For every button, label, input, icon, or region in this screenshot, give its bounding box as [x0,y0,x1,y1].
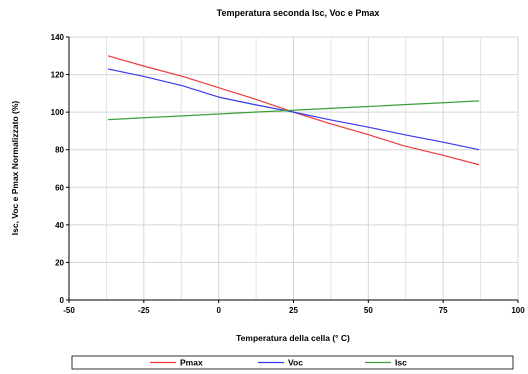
y-tick-label-2: 40 [55,221,64,230]
series-line-voc [107,68,480,151]
y-axis-ticks: 0 20 40 60 80 100 120 140 [51,33,69,305]
legend-label-voc: Voc [288,358,303,368]
legend-label-pmax: Pmax [180,358,203,368]
chart-legend: Pmax Voc Isc [71,355,514,370]
series-line-isc [107,100,480,121]
x-tick-label-3: 25 [289,306,298,315]
y-tick-label-0: 0 [60,296,65,305]
x-axis-label: Temperatura della cella (° C) [236,333,350,343]
legend-box [71,355,514,370]
chart-series [107,55,480,166]
chart-grid [69,36,519,300]
x-tick-label-4: 50 [364,306,373,315]
y-tick-label-3: 60 [55,183,64,192]
chart-title: Temperatura seconda Isc, Voc e Pmax [217,8,380,18]
x-tick-label-5: 75 [439,306,448,315]
x-tick-label-6: 100 [511,306,525,315]
y-tick-label-4: 80 [55,146,64,155]
y-tick-label-5: 100 [51,108,65,117]
y-tick-label-1: 20 [55,258,64,267]
x-tick-label-1: -25 [138,306,150,315]
x-tick-label-0: -50 [63,306,75,315]
y-axis-label: Isc, Voc e Pmax Normalizzato (%) [10,101,20,236]
legend-label-isc: Isc [395,358,407,368]
x-axis-ticks: -50 -25 0 25 50 75 100 [63,300,525,315]
y-tick-label-7: 140 [51,33,65,42]
x-tick-label-2: 0 [216,306,221,315]
y-tick-label-6: 120 [51,71,65,80]
